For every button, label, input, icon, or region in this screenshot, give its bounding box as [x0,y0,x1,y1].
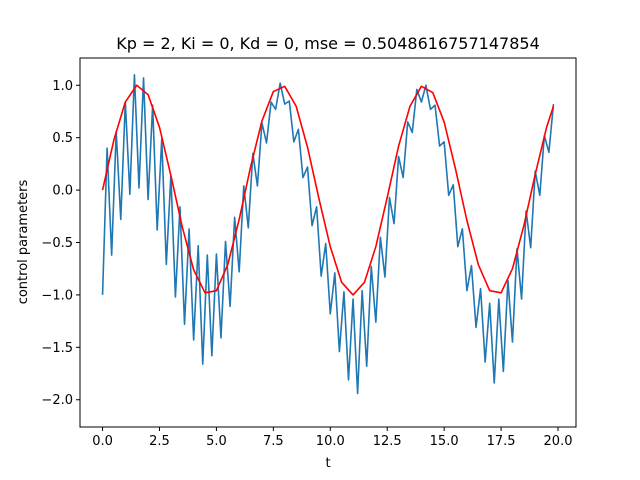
series-line-1 [101,84,555,296]
x-tick-label: 10.0 [316,434,345,449]
chart-title: Kp = 2, Ki = 0, Kd = 0, mse = 0.50486167… [116,34,540,53]
y-tick-label: 0.0 [52,184,73,199]
x-tick-label: 7.5 [263,434,284,449]
y-tick-label: 1.0 [52,79,73,94]
y-tick-label: 0.5 [52,131,73,146]
x-tick-label: 15.0 [430,434,459,449]
x-tick-label: 5.0 [206,434,227,449]
series-line-2 [101,73,555,395]
x-tick-label: 2.5 [149,434,170,449]
y-tick-label: −2.0 [41,393,73,408]
y-tick-label: −1.0 [41,288,73,303]
x-tick-label: 12.5 [373,434,402,449]
x-axis-label: t [325,456,330,471]
y-tick-label: −1.5 [41,341,73,356]
x-tick-label: 0.0 [92,434,113,449]
plot-area [101,73,555,395]
axis-ticks: 0.0 2.5 5.0 7.5 10.0 12.5 15.0 17.5 20.0 −2.0 −1.5… [41,79,572,449]
y-tick-label: −0.5 [41,236,73,251]
x-tick-label: 17.5 [487,434,516,449]
x-tick-label: 20.0 [544,434,573,449]
y-axis-label: control parameters [16,179,31,304]
